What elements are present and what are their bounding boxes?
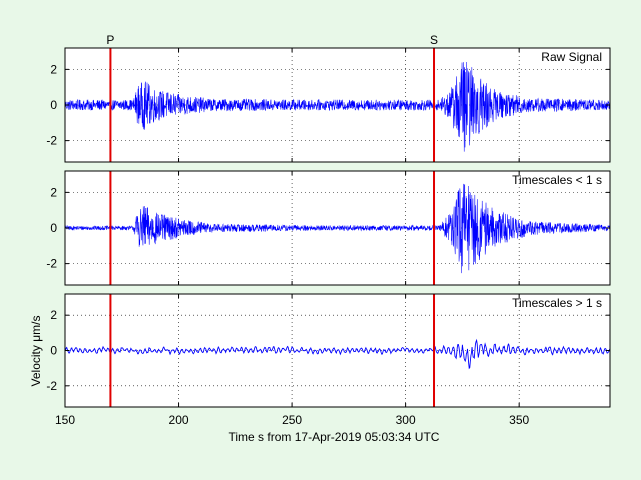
panel-title: Timescales < 1 s xyxy=(512,173,602,187)
x-tick-label: 350 xyxy=(509,413,529,427)
panel-1: P S 2 0 -2 Raw Signal xyxy=(46,33,611,163)
y-tick-label: -2 xyxy=(46,257,57,271)
y-tick-label: -2 xyxy=(46,379,57,393)
phase-marker-label: S xyxy=(430,33,438,47)
y-axis-label: Velocity μm/s xyxy=(29,316,43,387)
x-tick-label: 200 xyxy=(169,413,189,427)
x-tick-label: 250 xyxy=(282,413,302,427)
signal-trace xyxy=(64,338,611,370)
panel-title: Raw Signal xyxy=(541,50,602,64)
x-tick-label: 150 xyxy=(55,413,75,427)
panel-3: 2 0 -2 150 200 250 300 350 Timescales > 1 s xyxy=(46,293,611,427)
y-tick-label: 0 xyxy=(50,98,57,112)
signal-trace xyxy=(64,62,610,152)
x-tick-label: 300 xyxy=(396,413,416,427)
y-tick-label: 2 xyxy=(50,185,57,199)
y-tick-label: 2 xyxy=(50,62,57,76)
x-axis-label: Time s from 17-Apr-2019 05:03:34 UTC xyxy=(229,430,440,444)
y-tick-label: -2 xyxy=(46,134,57,148)
panels-group: P S 2 0 -2 Raw Signal 2 0 -2 Timescales < 1 s 2 0 -2… xyxy=(46,33,611,427)
panel-2: 2 0 -2 Timescales < 1 s xyxy=(46,170,611,286)
phase-marker-label: P xyxy=(106,33,114,47)
panel-title: Timescales > 1 s xyxy=(512,296,602,310)
signal-trace xyxy=(64,183,610,274)
y-tick-label: 2 xyxy=(50,308,57,322)
y-tick-label: 0 xyxy=(50,344,57,358)
y-tick-label: 0 xyxy=(50,221,57,235)
